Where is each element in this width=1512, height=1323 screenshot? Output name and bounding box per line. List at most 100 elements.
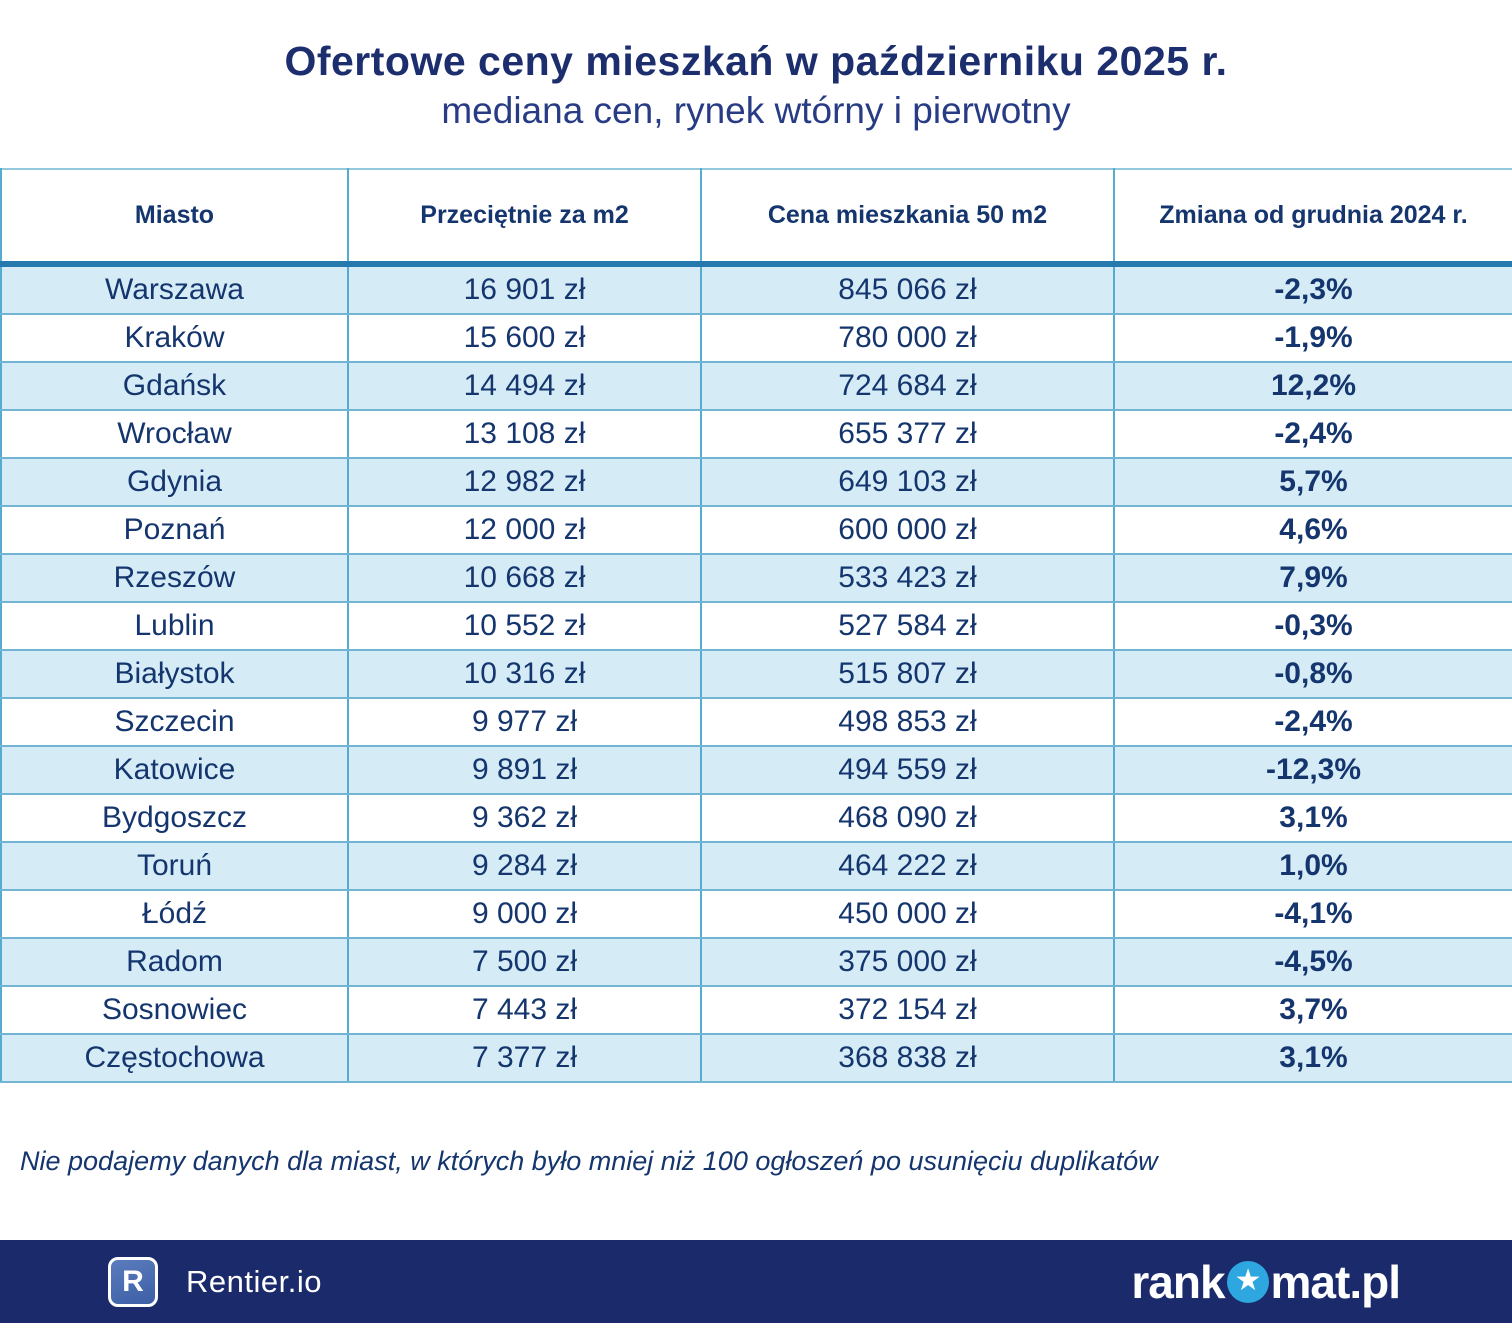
- table-row: Warszawa 16 901 zł 845 066 zł -2,3%: [0, 264, 1512, 315]
- change-cell: 1,0%: [1113, 842, 1512, 891]
- price-50m2-cell: 468 090 zł: [700, 794, 1115, 843]
- table-row: Rzeszów 10 668 zł 533 423 zł 7,9%: [0, 554, 1512, 603]
- price-50m2-cell: 649 103 zł: [700, 458, 1115, 507]
- city-cell: Szczecin: [0, 698, 349, 747]
- table-row: Radom 7 500 zł 375 000 zł -4,5%: [0, 938, 1512, 987]
- footnote: Nie podajemy danych dla miast, w których…: [20, 1146, 1158, 1176]
- footer-bar: R Rentier.io rank ★ mat.pl: [0, 1240, 1512, 1323]
- price-per-m2-cell: 15 600 zł: [347, 314, 702, 363]
- city-cell: Katowice: [0, 746, 349, 795]
- rankomat-text-suffix: mat.pl: [1270, 1255, 1401, 1308]
- city-cell: Gdańsk: [0, 362, 349, 411]
- price-per-m2-cell: 12 982 zł: [347, 458, 702, 507]
- city-cell: Radom: [0, 938, 349, 987]
- table-row: Gdańsk 14 494 zł 724 684 zł 12,2%: [0, 362, 1512, 411]
- change-cell: -12,3%: [1113, 746, 1512, 795]
- city-cell: Gdynia: [0, 458, 349, 507]
- rankomat-text-prefix: rank: [1131, 1255, 1225, 1308]
- price-per-m2-cell: 9 977 zł: [347, 698, 702, 747]
- price-per-m2-cell: 9 362 zł: [347, 794, 702, 843]
- price-per-m2-cell: 9 284 zł: [347, 842, 702, 891]
- table-row: Białystok 10 316 zł 515 807 zł -0,8%: [0, 650, 1512, 699]
- table-row: Kraków 15 600 zł 780 000 zł -1,9%: [0, 314, 1512, 363]
- header-cell-city: Miasto: [0, 169, 349, 267]
- change-cell: 3,1%: [1113, 1034, 1512, 1083]
- prices-table: Miasto Przeciętnie za m2 Cena mieszkania…: [0, 168, 1512, 1083]
- table-header-row: Miasto Przeciętnie za m2 Cena mieszkania…: [0, 169, 1512, 267]
- city-cell: Poznań: [0, 506, 349, 555]
- rentier-logo-text: Rentier.io: [186, 1263, 322, 1299]
- table-row: Toruń 9 284 zł 464 222 zł 1,0%: [0, 842, 1512, 891]
- table-row: Poznań 12 000 zł 600 000 zł 4,6%: [0, 506, 1512, 555]
- price-50m2-cell: 464 222 zł: [700, 842, 1115, 891]
- price-50m2-cell: 515 807 zł: [700, 650, 1115, 699]
- price-50m2-cell: 498 853 zł: [700, 698, 1115, 747]
- table-row: Częstochowa 7 377 zł 368 838 zł 3,1%: [0, 1034, 1512, 1083]
- price-50m2-cell: 533 423 zł: [700, 554, 1115, 603]
- rankomat-star-icon: ★: [1226, 1260, 1269, 1303]
- city-cell: Warszawa: [0, 264, 349, 315]
- price-50m2-cell: 600 000 zł: [700, 506, 1115, 555]
- price-50m2-cell: 450 000 zł: [700, 890, 1115, 939]
- header-cell-change: Zmiana od grudnia 2024 r.: [1113, 169, 1512, 267]
- city-cell: Toruń: [0, 842, 349, 891]
- city-cell: Białystok: [0, 650, 349, 699]
- table-row: Lublin 10 552 zł 527 584 zł -0,3%: [0, 602, 1512, 651]
- price-per-m2-cell: 13 108 zł: [347, 410, 702, 459]
- price-50m2-cell: 527 584 zł: [700, 602, 1115, 651]
- price-per-m2-cell: 9 891 zł: [347, 746, 702, 795]
- city-cell: Bydgoszcz: [0, 794, 349, 843]
- city-cell: Sosnowiec: [0, 986, 349, 1035]
- price-per-m2-cell: 9 000 zł: [347, 890, 702, 939]
- city-cell: Wrocław: [0, 410, 349, 459]
- price-per-m2-cell: 14 494 zł: [347, 362, 702, 411]
- change-cell: -0,3%: [1113, 602, 1512, 651]
- page-subtitle: mediana cen, rynek wtórny i pierwotny: [441, 90, 1071, 131]
- price-per-m2-cell: 10 552 zł: [347, 602, 702, 651]
- city-cell: Kraków: [0, 314, 349, 363]
- change-cell: 3,1%: [1113, 794, 1512, 843]
- city-cell: Łódź: [0, 890, 349, 939]
- price-50m2-cell: 372 154 zł: [700, 986, 1115, 1035]
- price-per-m2-cell: 10 668 zł: [347, 554, 702, 603]
- change-cell: -2,4%: [1113, 410, 1512, 459]
- header-cell-price-50m2: Cena mieszkania 50 m2: [700, 169, 1115, 267]
- change-cell: -4,5%: [1113, 938, 1512, 987]
- table-row: Gdynia 12 982 zł 649 103 zł 5,7%: [0, 458, 1512, 507]
- change-cell: 3,7%: [1113, 986, 1512, 1035]
- table-row: Sosnowiec 7 443 zł 372 154 zł 3,7%: [0, 986, 1512, 1035]
- price-per-m2-cell: 16 901 zł: [347, 264, 702, 315]
- price-50m2-cell: 368 838 zł: [700, 1034, 1115, 1083]
- rankomat-logo: rank ★ mat.pl: [1131, 1255, 1401, 1309]
- star-glyph: ★: [1234, 1263, 1262, 1297]
- table-row: Łódź 9 000 zł 450 000 zł -4,1%: [0, 890, 1512, 939]
- table-row: Wrocław 13 108 zł 655 377 zł -2,4%: [0, 410, 1512, 459]
- change-cell: -2,4%: [1113, 698, 1512, 747]
- price-per-m2-cell: 7 500 zł: [347, 938, 702, 987]
- change-cell: -2,3%: [1113, 264, 1512, 315]
- price-per-m2-cell: 12 000 zł: [347, 506, 702, 555]
- change-cell: 7,9%: [1113, 554, 1512, 603]
- price-50m2-cell: 845 066 zł: [700, 264, 1115, 315]
- price-per-m2-cell: 7 443 zł: [347, 986, 702, 1035]
- price-50m2-cell: 724 684 zł: [700, 362, 1115, 411]
- page-title: Ofertowe ceny mieszkań w październiku 20…: [284, 38, 1228, 84]
- price-per-m2-cell: 7 377 zł: [347, 1034, 702, 1083]
- price-50m2-cell: 494 559 zł: [700, 746, 1115, 795]
- price-50m2-cell: 655 377 zł: [700, 410, 1115, 459]
- table-row: Szczecin 9 977 zł 498 853 zł -2,4%: [0, 698, 1512, 747]
- change-cell: -1,9%: [1113, 314, 1512, 363]
- change-cell: 4,6%: [1113, 506, 1512, 555]
- rentier-r-icon: R: [108, 1256, 158, 1307]
- rentier-r-letter: R: [122, 1264, 144, 1298]
- city-cell: Częstochowa: [0, 1034, 349, 1083]
- rentier-logo: R Rentier.io: [108, 1256, 322, 1307]
- table-row: Bydgoszcz 9 362 zł 468 090 zł 3,1%: [0, 794, 1512, 843]
- table-row: Katowice 9 891 zł 494 559 zł -12,3%: [0, 746, 1512, 795]
- change-cell: 12,2%: [1113, 362, 1512, 411]
- city-cell: Rzeszów: [0, 554, 349, 603]
- price-per-m2-cell: 10 316 zł: [347, 650, 702, 699]
- price-50m2-cell: 780 000 zł: [700, 314, 1115, 363]
- price-50m2-cell: 375 000 zł: [700, 938, 1115, 987]
